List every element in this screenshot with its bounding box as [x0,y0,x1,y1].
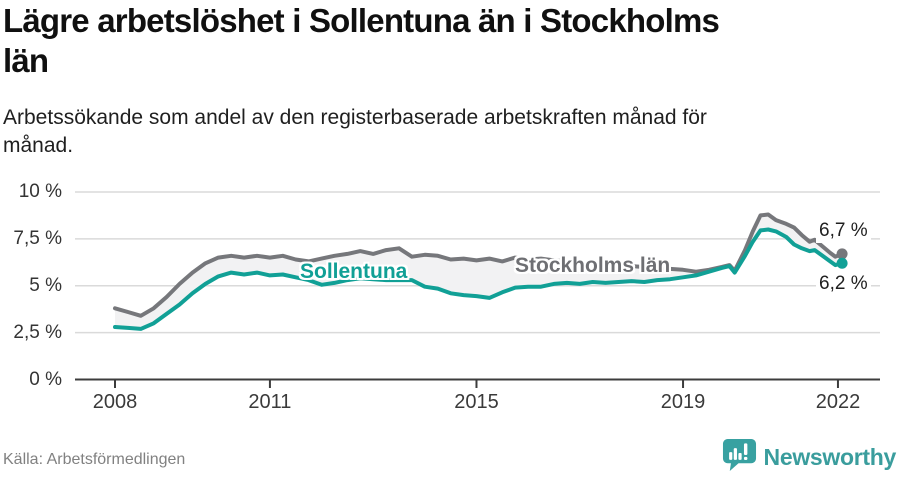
end-dot-sollentuna [836,257,848,269]
newsworthy-logo-icon [722,437,757,477]
y-tick-label: 7,5 % [13,227,62,249]
page-title: Lägre arbetslöshet i Sollentuna än i Sto… [3,1,893,81]
end-value-label-sollentuna: 6,2 % [816,272,871,296]
y-tick-label: 2,5 % [13,321,62,343]
series-label-sollentuna: Sollentuna [300,260,408,283]
series-label-stockholm: Stockholms län [515,254,671,277]
x-tick-label: 2022 [815,391,861,413]
end-value-label-stockholm: 6,7 % [816,219,871,243]
newsworthy-brand: Newsworthy [722,437,896,477]
sollentuna-line [113,227,845,331]
between-series-area [115,214,843,329]
y-tick-label: 5 % [29,274,62,296]
y-tick-label: 10 % [18,181,62,202]
newsworthy-wordmark: Newsworthy [763,443,897,470]
x-tick-label: 2008 [92,391,138,413]
y-tick-label: 0 % [29,368,62,390]
x-tick-label: 2019 [660,391,706,413]
source-note: Källa: Arbetsförmedlingen [3,451,186,468]
x-tick-label: 2015 [454,391,499,413]
page-title-line2: län [3,42,49,79]
x-tick-label: 2011 [248,391,292,413]
page-title-line1: Lägre arbetslöshet i Sollentuna än i Sto… [3,2,720,39]
stockholm-line [113,212,845,318]
chart-subtitle-line1: Arbetssökande som andel av den registerb… [3,106,707,129]
chart-subtitle: Arbetssökande som andel av den registerb… [3,104,893,160]
end-dot-stockholm [836,248,848,260]
chart-subtitle-line2: månad. [3,134,74,157]
